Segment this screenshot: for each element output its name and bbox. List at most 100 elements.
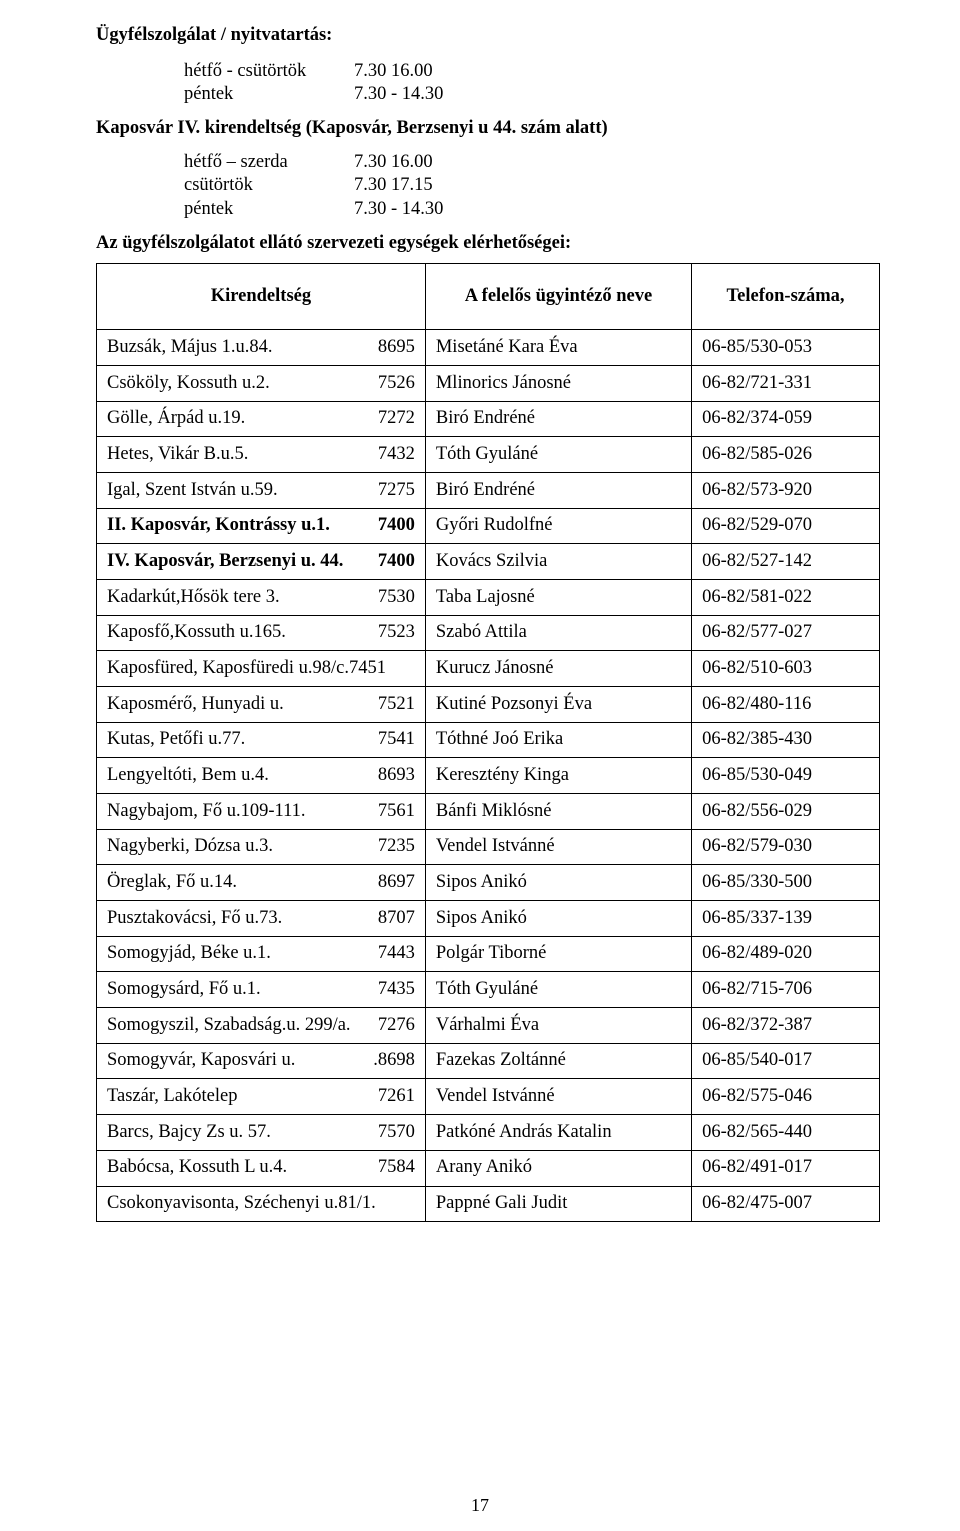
phone-number: 06-82/575-046 — [692, 1079, 880, 1115]
table-row: Somogyvár, Kaposvári u. .8698 Fazekas Zolt… — [97, 1043, 880, 1079]
table-header-row: Kirendeltség A felelős ügyintéző neve Te… — [97, 264, 880, 330]
district-code: 7523 — [378, 621, 415, 645]
district-cell: IV. Kaposvár, Berzsenyi u. 44. 7400 — [97, 544, 426, 580]
hours-label: péntek — [184, 83, 354, 107]
administrator-name: Misetáné Kara Éva — [425, 330, 691, 366]
table-row: Somogyszil, Szabadság.u. 299/a.7276Várha… — [97, 1008, 880, 1044]
district-cell: Nagyberki, Dózsa u.3. 7235 — [97, 829, 426, 865]
district-name: Hetes, Vikár B.u.5. — [107, 443, 258, 467]
table-row: Kaposmérő, Hunyadi u.7521Kutiné Pozsonyi… — [97, 687, 880, 723]
administrator-name: Mlinorics Jánosné — [425, 366, 691, 402]
district-name: Somogyszil, Szabadság.u. 299/a. — [107, 1014, 361, 1038]
hours-row: péntek 7.30 - 14.30 — [184, 198, 880, 222]
district-name: Barcs, Bajcy Zs u. 57. — [107, 1121, 281, 1145]
phone-number: 06-82/585-026 — [692, 437, 880, 473]
heading-customer-service: Ügyfélszolgálat / nyitvatartás: — [96, 24, 880, 48]
district-code: 7526 — [378, 372, 415, 396]
district-name: Kutas, Petőfi u.77. — [107, 728, 255, 752]
district-name: Nagyberki, Dózsa u.3. — [107, 835, 283, 859]
district-cell: Babócsa, Kossuth L u.4.7584 — [97, 1150, 426, 1186]
phone-number: 06-85/330-500 — [692, 865, 880, 901]
subheading-kaposvar-iv: Kaposvár IV. kirendeltség (Kaposvár, Ber… — [96, 117, 880, 141]
district-code: 8695 — [378, 336, 415, 360]
district-code: 8697 — [378, 871, 415, 895]
district-cell: Taszár, Lakótelep7261 — [97, 1079, 426, 1115]
table-row: Kaposfüred, Kaposfüredi u.98/c.7451Kuruc… — [97, 651, 880, 687]
district-code: 7400 — [378, 550, 415, 574]
table-row: Somogyjád, Béke u.1.7443Polgár Tiborné06… — [97, 936, 880, 972]
district-cell: Csököly, Kossuth u.2. 7526 — [97, 366, 426, 402]
district-cell: Somogyvár, Kaposvári u. .8698 — [97, 1043, 426, 1079]
phone-number: 06-82/489-020 — [692, 936, 880, 972]
district-cell: Igal, Szent István u.59.7275 — [97, 473, 426, 509]
district-cell: Buzsák, Május 1.u.84.8695 — [97, 330, 426, 366]
district-name: Igal, Szent István u.59. — [107, 479, 288, 503]
th-phone: Telefon-száma, — [692, 264, 880, 330]
administrator-name: Vendel Istvánné — [425, 829, 691, 865]
administrator-name: Kurucz Jánosné — [425, 651, 691, 687]
phone-number: 06-82/475-007 — [692, 1186, 880, 1222]
district-name: Öreglak, Fő u.14. — [107, 871, 247, 895]
table-row: Nagybajom, Fő u.109-111.7561Bánfi Miklós… — [97, 794, 880, 830]
phone-number: 06-82/577-027 — [692, 615, 880, 651]
district-name: Taszár, Lakótelep — [107, 1085, 247, 1109]
table-row: IV. Kaposvár, Berzsenyi u. 44. 7400 Kovács… — [97, 544, 880, 580]
administrator-name: Fazekas Zoltánné — [425, 1043, 691, 1079]
district-cell: Somogyszil, Szabadság.u. 299/a. 7276 — [97, 1008, 426, 1044]
administrator-name: Tóth Gyuláné — [425, 972, 691, 1008]
district-cell: II. Kaposvár, Kontrássy u.1.7400 — [97, 508, 426, 544]
table-row: Nagyberki, Dózsa u.3. 7235 Vendel Istvánné… — [97, 829, 880, 865]
district-code: 7276 — [378, 1014, 415, 1038]
district-cell: Nagybajom, Fő u.109-111.7561 — [97, 794, 426, 830]
district-cell: Kutas, Petőfi u.77. 7541 — [97, 722, 426, 758]
administrator-name: Kutiné Pozsonyi Éva — [425, 687, 691, 723]
phone-number: 06-82/579-030 — [692, 829, 880, 865]
phone-number: 06-82/374-059 — [692, 401, 880, 437]
district-code: 7272 — [378, 407, 415, 431]
administrator-name: Pappné Gali Judit — [425, 1186, 691, 1222]
phone-number: 06-82/715-706 — [692, 972, 880, 1008]
district-code: 7570 — [378, 1121, 415, 1145]
district-code: 7235 — [378, 835, 415, 859]
district-name: Somogyjád, Béke u.1. — [107, 942, 281, 966]
table-row: Igal, Szent István u.59.7275Biró Endréné… — [97, 473, 880, 509]
th-district: Kirendeltség — [97, 264, 426, 330]
phone-number: 06-85/530-053 — [692, 330, 880, 366]
district-name: Lengyeltóti, Bem u.4. — [107, 764, 279, 788]
administrator-name: Biró Endréné — [425, 401, 691, 437]
contacts-table: Kirendeltség A felelős ügyintéző neve Te… — [96, 263, 880, 1222]
district-name: Nagybajom, Fő u.109-111. — [107, 800, 316, 824]
phone-number: 06-82/573-920 — [692, 473, 880, 509]
hours-block-2: hétfő – szerda 7.30 16.00 csütörtök 7.30… — [184, 151, 880, 222]
phone-number: 06-82/529-070 — [692, 508, 880, 544]
phone-number: 06-82/510-603 — [692, 651, 880, 687]
district-name: Somogyvár, Kaposvári u. — [107, 1049, 305, 1073]
hours-block-1: hétfő - csütörtök 7.30 16.00 péntek 7.30… — [184, 60, 880, 107]
table-row: Öreglak, Fő u.14.8697Sipos Anikó06-85/33… — [97, 865, 880, 901]
hours-row: péntek 7.30 - 14.30 — [184, 83, 880, 107]
administrator-name: Tóthné Joó Erika — [425, 722, 691, 758]
table-row: Taszár, Lakótelep7261Vendel Istvánné06-8… — [97, 1079, 880, 1115]
administrator-name: Arany Anikó — [425, 1150, 691, 1186]
district-code: 7584 — [378, 1156, 415, 1180]
district-code: 8693 — [378, 764, 415, 788]
district-cell: Gölle, Árpád u.19. 7272 — [97, 401, 426, 437]
district-cell: Csokonyavisonta, Széchenyi u.81/1. — [97, 1186, 426, 1222]
district-name: IV. Kaposvár, Berzsenyi u. 44. — [107, 550, 353, 574]
administrator-name: Tóth Gyuláné — [425, 437, 691, 473]
district-name: Csököly, Kossuth u.2. — [107, 372, 280, 396]
district-name: Gölle, Árpád u.19. — [107, 407, 255, 431]
district-code: 7541 — [378, 728, 415, 752]
phone-number: 06-82/491-017 — [692, 1150, 880, 1186]
district-cell: Kaposmérő, Hunyadi u.7521 — [97, 687, 426, 723]
intro-line: Az ügyfélszolgálatot ellátó szervezeti e… — [96, 232, 880, 256]
administrator-name: Bánfi Miklósné — [425, 794, 691, 830]
administrator-name: Taba Lajosné — [425, 580, 691, 616]
table-row: Csokonyavisonta, Széchenyi u.81/1.Pappné… — [97, 1186, 880, 1222]
phone-number: 06-85/337-139 — [692, 901, 880, 937]
district-code: 7443 — [378, 942, 415, 966]
table-row: Somogysárd, Fő u.1.7435Tóth Gyuláné06-82… — [97, 972, 880, 1008]
phone-number: 06-82/581-022 — [692, 580, 880, 616]
district-code: .8698 — [373, 1049, 415, 1073]
administrator-name: Kovács Szilvia — [425, 544, 691, 580]
